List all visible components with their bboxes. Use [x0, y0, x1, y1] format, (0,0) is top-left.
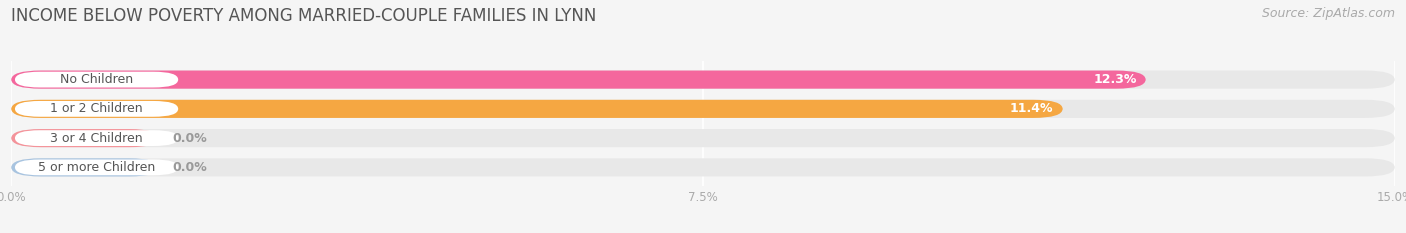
Text: 3 or 4 Children: 3 or 4 Children: [51, 132, 143, 145]
FancyBboxPatch shape: [11, 71, 1146, 89]
FancyBboxPatch shape: [11, 100, 1395, 118]
FancyBboxPatch shape: [15, 72, 179, 88]
Text: 11.4%: 11.4%: [1010, 102, 1053, 115]
Text: 1 or 2 Children: 1 or 2 Children: [51, 102, 143, 115]
FancyBboxPatch shape: [11, 129, 1395, 147]
FancyBboxPatch shape: [11, 100, 1063, 118]
Text: No Children: No Children: [60, 73, 134, 86]
Text: INCOME BELOW POVERTY AMONG MARRIED-COUPLE FAMILIES IN LYNN: INCOME BELOW POVERTY AMONG MARRIED-COUPL…: [11, 7, 596, 25]
Text: 0.0%: 0.0%: [173, 132, 208, 145]
Text: 5 or more Children: 5 or more Children: [38, 161, 155, 174]
Text: Source: ZipAtlas.com: Source: ZipAtlas.com: [1261, 7, 1395, 20]
Text: 12.3%: 12.3%: [1092, 73, 1136, 86]
Text: 0.0%: 0.0%: [173, 161, 208, 174]
FancyBboxPatch shape: [11, 158, 1395, 176]
FancyBboxPatch shape: [15, 101, 179, 117]
FancyBboxPatch shape: [11, 129, 159, 147]
FancyBboxPatch shape: [15, 130, 179, 146]
FancyBboxPatch shape: [11, 158, 159, 176]
FancyBboxPatch shape: [15, 159, 179, 175]
FancyBboxPatch shape: [11, 71, 1395, 89]
